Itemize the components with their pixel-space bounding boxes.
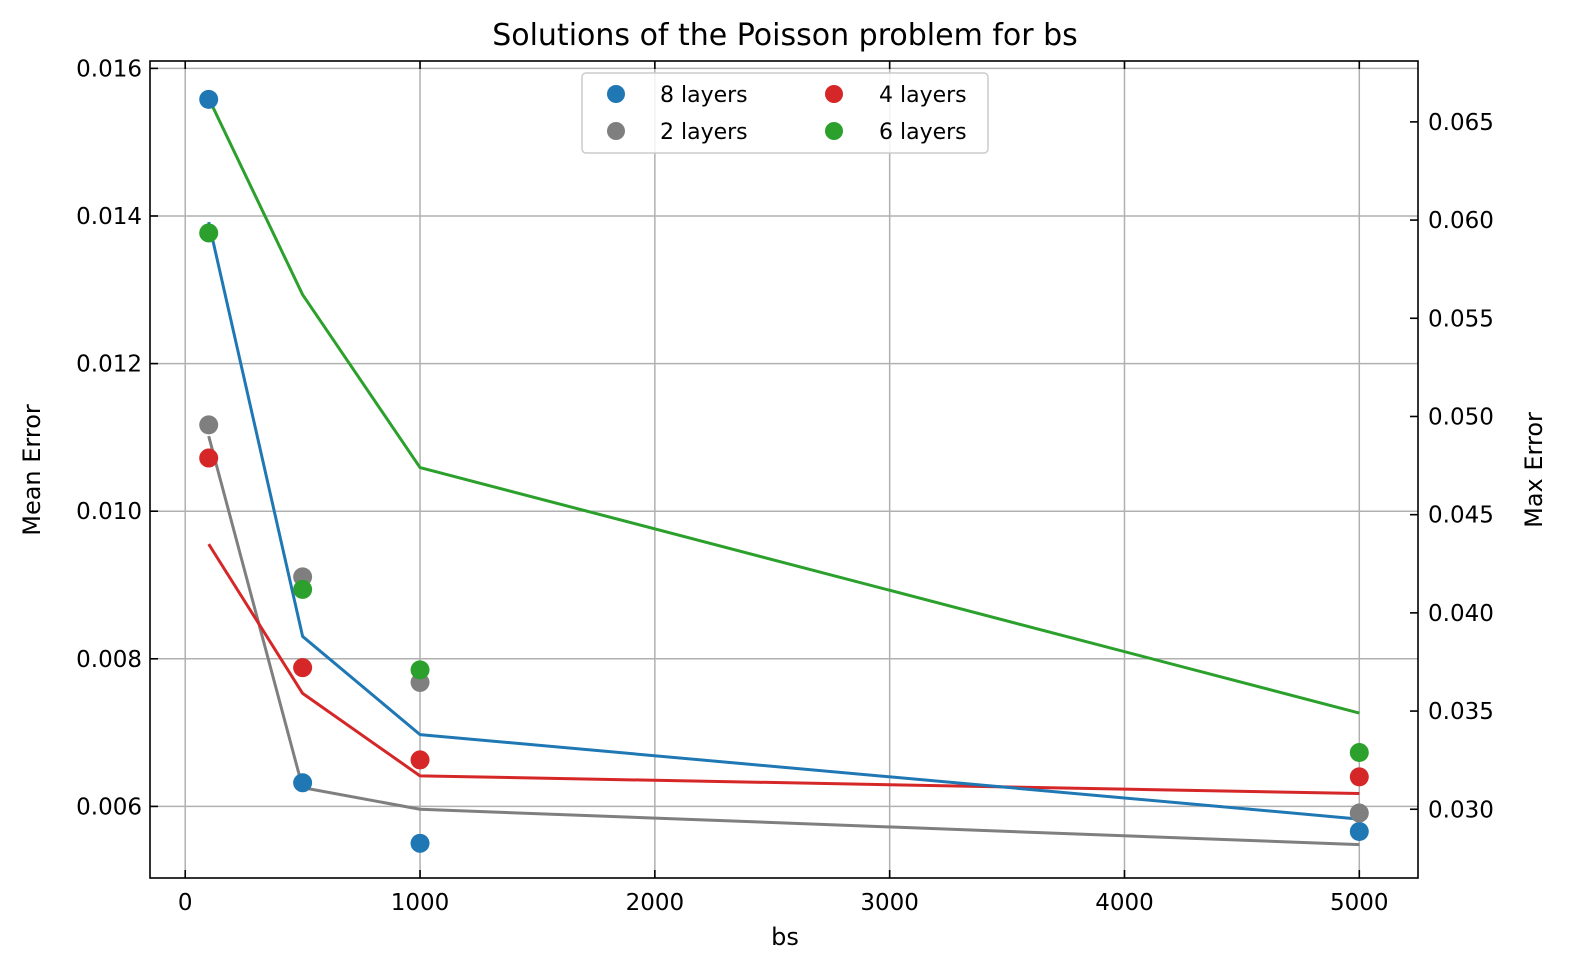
y-tick-label-left: 0.006 [76, 794, 142, 820]
legend-marker-2-layers [607, 122, 625, 140]
mean-error-point-4-layers [1349, 767, 1369, 787]
y-tick-label-right: 0.050 [1428, 404, 1494, 430]
mean-error-point-6-layers [199, 223, 219, 243]
ticks: 0 1000 2000 3000 4000 5000 0.006 0.008 0.010 0.01… [76, 56, 1494, 916]
mean-error-point-2-layers [199, 415, 219, 435]
mean-error-point-8-layers [293, 773, 313, 793]
y-tick-label-left: 0.014 [76, 204, 142, 230]
y-tick-label-right: 0.035 [1428, 699, 1494, 725]
mean-error-point-8-layers [199, 89, 219, 109]
grid [150, 61, 1418, 878]
mean-error-point-8-layers [410, 833, 430, 853]
mean-error-point-8-layers [1349, 822, 1369, 842]
x-axis-label: bs [771, 923, 799, 951]
y-axis-label-right: Max Error [1520, 412, 1548, 528]
legend-label-2-layers: 2 layers [660, 120, 748, 145]
mean-error-points [199, 89, 1369, 853]
x-tick-label: 3000 [860, 890, 919, 916]
legend-label-6-layers: 6 layers [879, 120, 967, 145]
mean-error-point-4-layers [199, 448, 219, 468]
mean-error-point-4-layers [410, 750, 430, 770]
y-tick-label-left: 0.010 [76, 499, 142, 525]
mean-error-point-6-layers [410, 660, 430, 680]
legend-label-4-layers: 4 layers [879, 83, 967, 108]
legend-marker-8-layers [607, 85, 625, 103]
mean-error-point-6-layers [1349, 743, 1369, 763]
x-tick-label: 4000 [1095, 890, 1154, 916]
legend-label-8-layers: 8 layers [660, 83, 748, 108]
mean-error-point-6-layers [293, 579, 313, 599]
x-tick-label: 0 [178, 890, 193, 916]
max-error-line-4-layers [207, 543, 1360, 796]
y-tick-label-right: 0.040 [1428, 601, 1494, 627]
y-tick-label-right: 0.055 [1428, 306, 1494, 332]
mean-error-point-4-layers [293, 658, 313, 678]
y-tick-label-right: 0.045 [1428, 503, 1494, 529]
max-error-lines [207, 97, 1360, 847]
legend-box [581, 72, 989, 154]
legend-marker-4-layers [825, 85, 843, 103]
chart-title: Solutions of the Poisson problem for bs [492, 18, 1078, 53]
y-tick-label-right: 0.030 [1428, 797, 1494, 823]
mean-error-point-2-layers [1349, 803, 1369, 823]
max-error-line-8-layers [207, 221, 1360, 821]
y-tick-label-left: 0.008 [76, 647, 142, 673]
legend: 8 layers 2 layers 4 layers 6 layers [581, 72, 989, 154]
y-tick-label-right: 0.065 [1428, 110, 1494, 136]
max-error-line-6-layers [207, 97, 1360, 715]
max-error-line-2-layers [207, 435, 1360, 847]
y-tick-label-left: 0.012 [76, 352, 142, 378]
y-tick-label-left: 0.016 [76, 56, 142, 82]
y-tick-label-right: 0.060 [1428, 208, 1494, 234]
y-axis-label-left: Mean Error [18, 404, 46, 536]
x-tick-label: 5000 [1330, 890, 1389, 916]
plot-frame [149, 60, 1419, 879]
x-tick-label: 1000 [391, 890, 450, 916]
x-tick-label: 2000 [626, 890, 685, 916]
legend-marker-6-layers [825, 122, 843, 140]
